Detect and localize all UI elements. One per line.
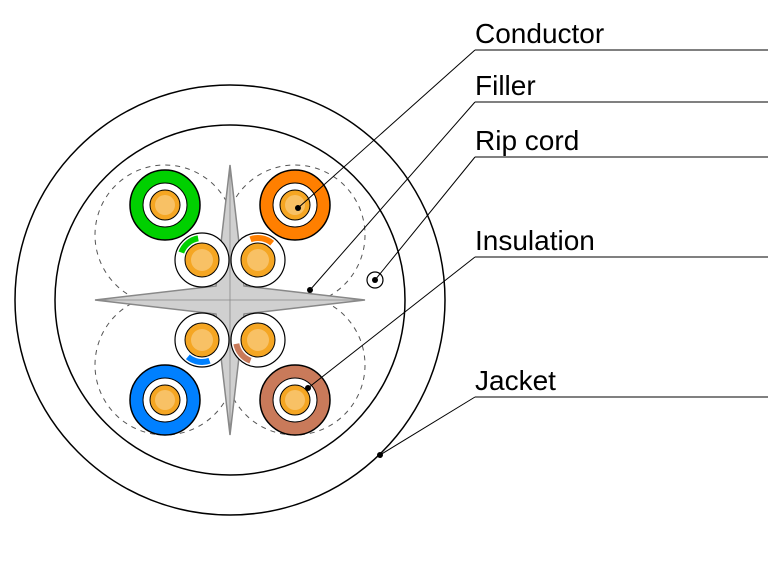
cable-diagram [0,0,768,576]
label-insulation: Insulation [475,225,595,257]
label-rip-cord: Rip cord [475,125,579,157]
label-filler: Filler [475,70,536,102]
label-jacket: Jacket [475,365,556,397]
label-conductor: Conductor [475,18,604,50]
